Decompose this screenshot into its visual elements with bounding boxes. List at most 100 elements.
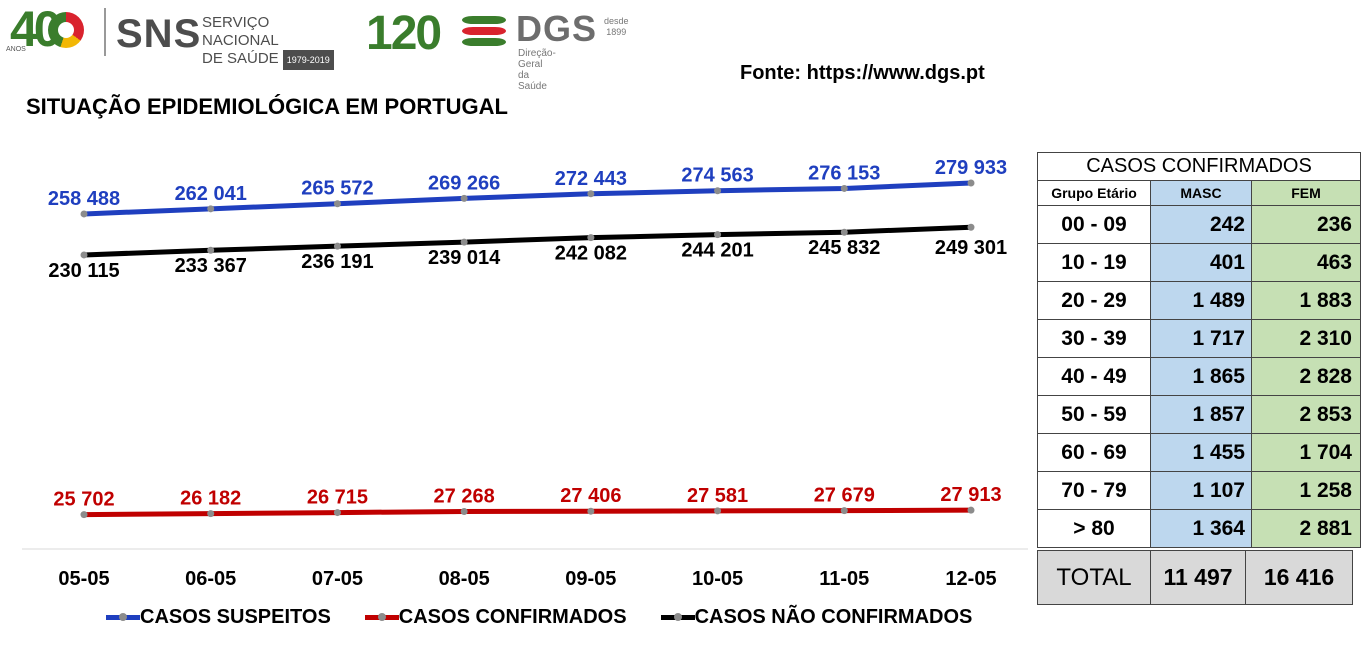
fem-cell: 463 bbox=[1251, 243, 1361, 282]
legend-swatch-confirmados bbox=[364, 613, 399, 621]
age-cell: 40 - 49 bbox=[1037, 357, 1151, 396]
data-label-suspeitos: 279 933 bbox=[935, 157, 1007, 179]
sns-logo-text: SNS bbox=[116, 12, 202, 56]
total-table: TOTAL 11 497 16 416 bbox=[1037, 550, 1353, 605]
dgs-desde-label: desde bbox=[604, 16, 629, 26]
data-point-confirmados bbox=[714, 507, 722, 515]
data-label-nao-confirmados: 230 115 bbox=[48, 260, 119, 282]
sns-line-1: SERVIÇO NACIONAL bbox=[202, 14, 279, 49]
chart-legend: CASOS SUSPEITOS CASOS CONFIRMADOS CASOS … bbox=[106, 606, 1006, 629]
legend-item-suspeitos: CASOS SUSPEITOS bbox=[106, 606, 331, 629]
logo-40-small-text: ANOS bbox=[6, 46, 26, 53]
legend-swatch-nao-confirmados bbox=[660, 613, 695, 621]
data-point-nao-confirmados bbox=[714, 231, 722, 239]
series-line-confirmados bbox=[81, 507, 974, 518]
data-label-suspeitos: 258 488 bbox=[48, 188, 120, 210]
data-point-suspeitos bbox=[587, 190, 595, 198]
line-chart: 258 488 262 041 265 572 269 266 272 443 274 5… bbox=[22, 157, 1028, 590]
dgs-logo-text: DGS bbox=[516, 8, 598, 49]
data-point-suspeitos bbox=[207, 205, 215, 213]
table-row: 40 - 49 1 865 2 828 bbox=[1037, 357, 1361, 396]
legend-swatch-suspeitos bbox=[106, 613, 140, 621]
logo-40-ring-icon bbox=[48, 12, 84, 48]
x-tick-label: 09-05 bbox=[565, 568, 616, 590]
age-cell: 50 - 59 bbox=[1037, 395, 1151, 434]
source-text: Fonte: https://www.dgs.pt bbox=[740, 62, 985, 84]
table-row: 30 - 39 1 717 2 310 bbox=[1037, 319, 1361, 358]
sns-years-badge: 1979-2019 bbox=[282, 50, 334, 70]
x-tick-label: 08-05 bbox=[439, 568, 490, 590]
data-point-suspeitos bbox=[80, 210, 88, 218]
dgs-120-years-logo: 120 bbox=[366, 7, 442, 60]
masc-cell: 1 107 bbox=[1150, 471, 1252, 510]
fem-cell: 2 881 bbox=[1251, 509, 1361, 548]
confirmed-cases-table: CASOS CONFIRMADOS Grupo Etário MASC FEM … bbox=[1037, 152, 1361, 548]
data-point-suspeitos bbox=[714, 187, 722, 195]
data-label-suspeitos: 274 563 bbox=[681, 165, 753, 187]
masc-cell: 1 489 bbox=[1150, 281, 1252, 320]
legend-label-confirmados: CASOS CONFIRMADOS bbox=[398, 606, 627, 628]
data-point-confirmados bbox=[80, 511, 88, 519]
page-title: SITUAÇÃO EPIDEMIOLÓGICA EM PORTUGAL bbox=[26, 94, 508, 119]
masc-cell: 1 865 bbox=[1150, 357, 1252, 396]
table-row: 20 - 29 1 489 1 883 bbox=[1037, 281, 1361, 320]
data-point-nao-confirmados bbox=[840, 228, 848, 236]
age-cell: 30 - 39 bbox=[1037, 319, 1151, 358]
header-fem: FEM bbox=[1251, 180, 1361, 206]
x-tick-label: 10-05 bbox=[692, 568, 743, 590]
dgs-subtitle: Direção-Geral da Saúde bbox=[518, 48, 556, 92]
masc-cell: 401 bbox=[1150, 243, 1252, 282]
table-row: 70 - 79 1 107 1 258 bbox=[1037, 471, 1361, 510]
data-label-nao-confirmados: 244 201 bbox=[681, 240, 753, 262]
data-label-suspeitos: 272 443 bbox=[555, 168, 627, 190]
table-row: 00 - 09 242 236 bbox=[1037, 205, 1361, 244]
fem-cell: 1 258 bbox=[1251, 471, 1361, 510]
x-tick-label: 05-05 bbox=[58, 568, 109, 590]
table-row: 10 - 19 401 463 bbox=[1037, 243, 1361, 282]
sns-40-years-logo: 40 ANOS bbox=[4, 1, 96, 60]
sns-subtitle: SERVIÇO NACIONAL DE SAÚDE 1979-2019 bbox=[202, 14, 342, 70]
data-point-nao-confirmados bbox=[333, 242, 341, 250]
data-label-nao-confirmados: 249 301 bbox=[935, 237, 1007, 259]
data-label-confirmados: 27 913 bbox=[940, 484, 1001, 506]
data-point-suspeitos bbox=[460, 194, 468, 202]
data-label-suspeitos: 276 153 bbox=[808, 162, 880, 184]
legend-label-nao-confirmados: CASOS NÃO CONFIRMADOS bbox=[694, 606, 973, 628]
data-point-suspeitos bbox=[333, 200, 341, 208]
fem-cell: 1 704 bbox=[1251, 433, 1361, 472]
total-label: TOTAL bbox=[1037, 550, 1151, 605]
legend-item-confirmados: CASOS CONFIRMADOS bbox=[364, 606, 627, 629]
data-point-confirmados bbox=[967, 506, 975, 514]
series-line-nao-confirmados bbox=[81, 224, 974, 258]
data-label-nao-confirmados: 236 191 bbox=[301, 251, 373, 273]
data-label-confirmados: 27 581 bbox=[687, 485, 748, 507]
data-label-confirmados: 25 702 bbox=[53, 489, 114, 511]
legend-label-suspeitos: CASOS SUSPEITOS bbox=[140, 606, 331, 628]
age-cell: > 80 bbox=[1037, 509, 1151, 548]
dgs-year: 1899 bbox=[606, 27, 627, 37]
data-point-nao-confirmados bbox=[80, 251, 88, 259]
fem-cell: 2 853 bbox=[1251, 395, 1361, 434]
fem-cell: 236 bbox=[1251, 205, 1361, 244]
data-point-confirmados bbox=[840, 507, 848, 515]
header-masc: MASC bbox=[1150, 180, 1252, 206]
data-point-nao-confirmados bbox=[587, 234, 595, 242]
masc-cell: 1 717 bbox=[1150, 319, 1252, 358]
table-row: 60 - 69 1 455 1 704 bbox=[1037, 433, 1361, 472]
data-point-confirmados bbox=[587, 507, 595, 515]
fem-cell: 2 828 bbox=[1251, 357, 1361, 396]
data-point-confirmados bbox=[460, 507, 468, 515]
table-row: 50 - 59 1 857 2 853 bbox=[1037, 395, 1361, 434]
data-point-suspeitos bbox=[967, 179, 975, 187]
fem-cell: 2 310 bbox=[1251, 319, 1361, 358]
masc-cell: 1 455 bbox=[1150, 433, 1252, 472]
data-point-confirmados bbox=[333, 509, 341, 517]
fem-cell: 1 883 bbox=[1251, 281, 1361, 320]
series-line-suspeitos bbox=[81, 180, 974, 217]
data-point-suspeitos bbox=[840, 184, 848, 192]
data-label-nao-confirmados: 233 367 bbox=[175, 255, 247, 277]
age-cell: 10 - 19 bbox=[1037, 243, 1151, 282]
data-point-nao-confirmados bbox=[967, 223, 975, 231]
data-label-confirmados: 26 182 bbox=[180, 488, 241, 510]
data-point-nao-confirmados bbox=[460, 238, 468, 246]
